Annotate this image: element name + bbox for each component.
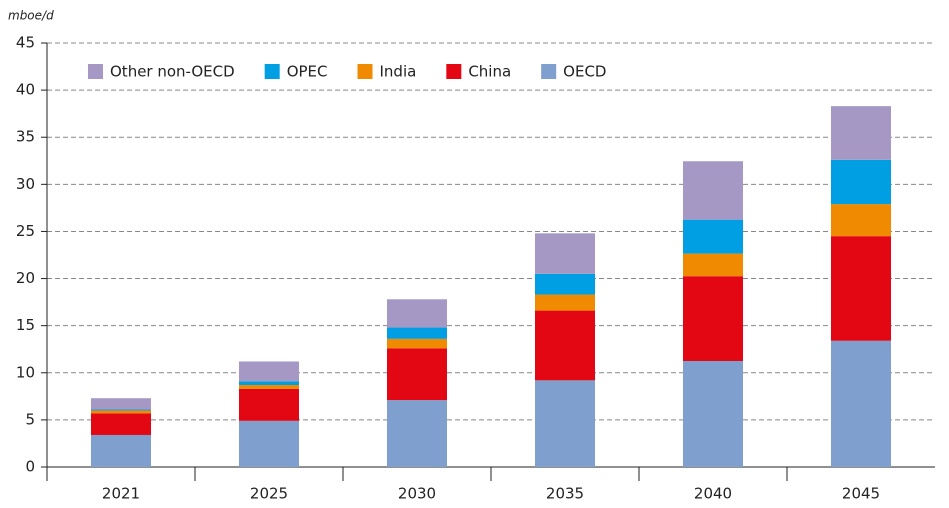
x-tick-label: 2045: [842, 485, 880, 503]
bar-segment: [535, 310, 595, 381]
bar-segment: [387, 327, 447, 339]
bar-segment: [683, 276, 743, 361]
bar-segment: [535, 294, 595, 311]
y-tick-label: 5: [25, 410, 35, 428]
legend-swatch: [264, 64, 280, 79]
unit-label: mboe/d: [8, 9, 54, 23]
x-tick-label: 2021: [102, 485, 140, 503]
bar-segment: [831, 204, 891, 237]
bar-segment: [831, 340, 891, 467]
y-tick-label: 15: [16, 316, 35, 334]
y-tick-label: 20: [16, 269, 35, 287]
bar-segment: [387, 348, 447, 401]
legend-label: OECD: [563, 63, 606, 81]
bar-segment: [387, 338, 447, 349]
bar-segment: [535, 233, 595, 274]
y-tick-label: 25: [16, 222, 35, 240]
bar-segment: [239, 361, 299, 382]
bar-segment: [831, 159, 891, 205]
bar-segment: [91, 409, 151, 411]
bar-segment: [239, 388, 299, 421]
legend-label: OPEC: [287, 63, 328, 81]
bar-segment: [535, 273, 595, 295]
bar-segment: [91, 398, 151, 410]
legend-label: Other non-OECD: [110, 63, 235, 81]
bar-segment: [387, 299, 447, 328]
legend-label: China: [468, 63, 511, 81]
y-tick-label: 45: [16, 34, 35, 52]
legend-swatch: [541, 64, 557, 79]
legend-label: India: [380, 63, 417, 81]
y-tick-label: 40: [16, 81, 35, 99]
y-tick-label: 35: [16, 128, 35, 146]
y-tick-label: 0: [25, 458, 35, 476]
bar-segment: [683, 219, 743, 254]
x-tick-label: 2025: [250, 485, 288, 503]
bar-segment: [91, 434, 151, 467]
bar-segment: [91, 413, 151, 435]
bar-segment: [683, 161, 743, 220]
bar-segment: [91, 410, 151, 414]
bar-segment: [831, 236, 891, 341]
x-tick-label: 2035: [546, 485, 584, 503]
bar-segment: [683, 253, 743, 277]
bar-segment: [239, 420, 299, 467]
bar-segment: [239, 385, 299, 389]
bar-segment: [683, 361, 743, 467]
bar-segment: [239, 381, 299, 386]
legend-swatch: [88, 64, 103, 79]
bar-segment: [831, 106, 891, 160]
legend-swatch: [446, 64, 462, 79]
y-tick-label: 10: [16, 363, 35, 381]
x-tick-label: 2040: [694, 485, 732, 503]
x-tick-label: 2030: [398, 485, 436, 503]
legend-swatch: [357, 64, 373, 79]
y-tick-label: 30: [16, 175, 35, 193]
bar-segment: [387, 400, 447, 467]
bar-segment: [535, 380, 595, 467]
